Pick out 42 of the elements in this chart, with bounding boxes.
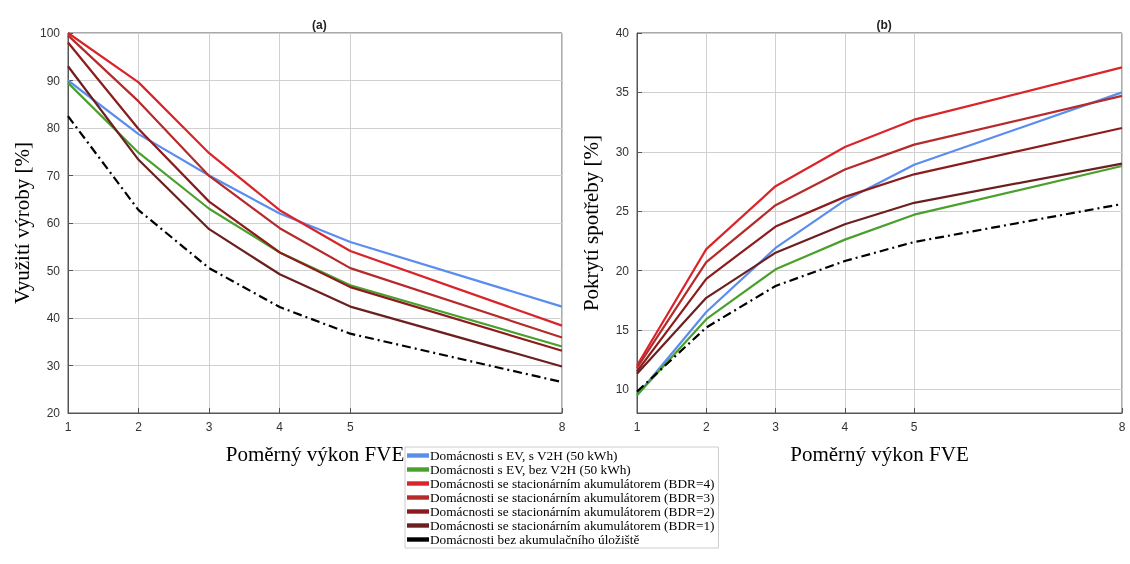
chart-title: (a) bbox=[312, 18, 327, 32]
x-tick-label: 4 bbox=[276, 420, 284, 434]
x-tick-label: 3 bbox=[205, 420, 213, 434]
legend-label: Domácnosti se stacionárním akumulátorem (BDR=4) bbox=[430, 476, 715, 491]
y-tick-label: 90 bbox=[46, 73, 61, 88]
x-tick-label: 2 bbox=[135, 420, 143, 434]
line-series bbox=[66, 79, 564, 308]
y-axis-title: Využití výroby [%] bbox=[9, 141, 34, 305]
x-tick-label: 1 bbox=[64, 420, 72, 434]
chart-title: (b) bbox=[876, 18, 892, 32]
x-tick-label: 8 bbox=[1118, 420, 1126, 434]
y-tick-label: 40 bbox=[46, 311, 61, 325]
y-tick-label: 80 bbox=[46, 121, 61, 135]
legend-label: Domácnosti s EV, bez V2H (50 kWh) bbox=[430, 462, 631, 477]
legend-label: Domácnosti se stacionárním akumulátorem (BDR=1) bbox=[430, 518, 715, 533]
x-axis-title: Poměrný výkon FVE bbox=[790, 441, 969, 466]
y-tick-label: 20 bbox=[46, 406, 61, 420]
legend-label: Domácnosti se stacionárním akumulátorem (BDR=2) bbox=[430, 504, 715, 519]
y-tick-label: 30 bbox=[46, 358, 61, 373]
legend-label: Domácnosti se stacionárním akumulátorem (BDR=3) bbox=[430, 490, 715, 505]
y-tick-label: 15 bbox=[615, 322, 630, 337]
y-axis-title: Pokrytí spotřeby [%] bbox=[578, 134, 603, 312]
legend-label: Domácnosti s EV, s V2H (50 kWh) bbox=[430, 448, 618, 463]
x-tick-label: 8 bbox=[558, 420, 566, 434]
y-tick-label: 20 bbox=[615, 263, 630, 278]
x-tick-label: 3 bbox=[772, 420, 780, 434]
x-tick-label: 4 bbox=[841, 420, 849, 434]
y-tick-label: 60 bbox=[46, 216, 61, 230]
x-axis-title: Poměrný výkon FVE bbox=[225, 441, 405, 466]
x-tick-label: 1 bbox=[633, 420, 641, 434]
y-tick-label: 10 bbox=[615, 382, 630, 397]
y-tick-label: 25 bbox=[615, 204, 630, 219]
y-tick-label: 50 bbox=[46, 263, 61, 278]
x-tick-label: 5 bbox=[910, 420, 918, 434]
y-tick-label: 100 bbox=[39, 26, 61, 40]
legend-label: Domácnosti bez akumulačního úložiště bbox=[430, 532, 640, 547]
y-tick-label: 30 bbox=[615, 144, 630, 159]
x-tick-label: 2 bbox=[702, 420, 710, 434]
y-tick-label: 35 bbox=[615, 85, 630, 100]
y-tick-label: 70 bbox=[46, 168, 61, 183]
y-tick-label: 40 bbox=[615, 26, 630, 40]
x-tick-label: 5 bbox=[346, 420, 354, 434]
